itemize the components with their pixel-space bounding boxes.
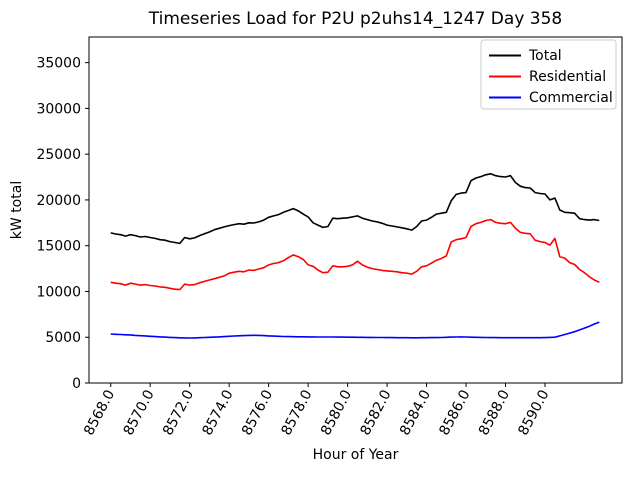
ticks-layer: 0 5000 10000 15000 20000 25000 30000 35000 8568.…	[36, 56, 552, 439]
x-tick-label: 8588.0	[476, 387, 513, 438]
legend-label-total: Total	[528, 48, 562, 64]
y-tick-label: 0	[72, 376, 81, 392]
x-tick-label: 8578.0	[279, 387, 316, 438]
y-tick-label: 5000	[45, 330, 81, 346]
y-tick-label: 30000	[36, 101, 81, 117]
residential-line	[110, 218, 600, 291]
legend-box	[480, 39, 617, 110]
y-tick-label: 15000	[36, 239, 81, 255]
axes-frame	[88, 36, 623, 384]
y-tick-label: 10000	[36, 284, 81, 300]
x-tick-label: 8586.0	[436, 387, 473, 438]
x-tick-label: 8568.0	[81, 387, 118, 438]
x-tick-label: 8574.0	[200, 387, 237, 438]
commercial-line	[110, 321, 600, 339]
x-tick-label: 8580.0	[318, 387, 355, 438]
x-axis-label: Hour of Year	[313, 447, 399, 463]
x-tick-label: 8572.0	[160, 387, 197, 438]
x-tick-label: 8570.0	[121, 387, 158, 438]
y-tick-label: 35000	[36, 56, 81, 72]
chart-title: Timeseries Load for P2U p2uhs14_1247 Day…	[148, 9, 562, 29]
x-tick-label: 8576.0	[239, 387, 276, 438]
y-axis-label: kW total	[9, 181, 25, 239]
total-line	[110, 173, 600, 245]
y-tick-label: 20000	[36, 193, 81, 209]
x-tick-label: 8590.0	[515, 387, 552, 438]
legend-label-residential: Residential	[529, 69, 606, 85]
y-tick-label: 25000	[36, 147, 81, 163]
legend: Total Residential Commercial	[480, 39, 617, 110]
x-tick-label: 8584.0	[397, 387, 434, 438]
series-layer	[110, 173, 600, 339]
legend-label-commercial: Commercial	[529, 90, 613, 106]
x-tick-label: 8582.0	[357, 387, 394, 438]
